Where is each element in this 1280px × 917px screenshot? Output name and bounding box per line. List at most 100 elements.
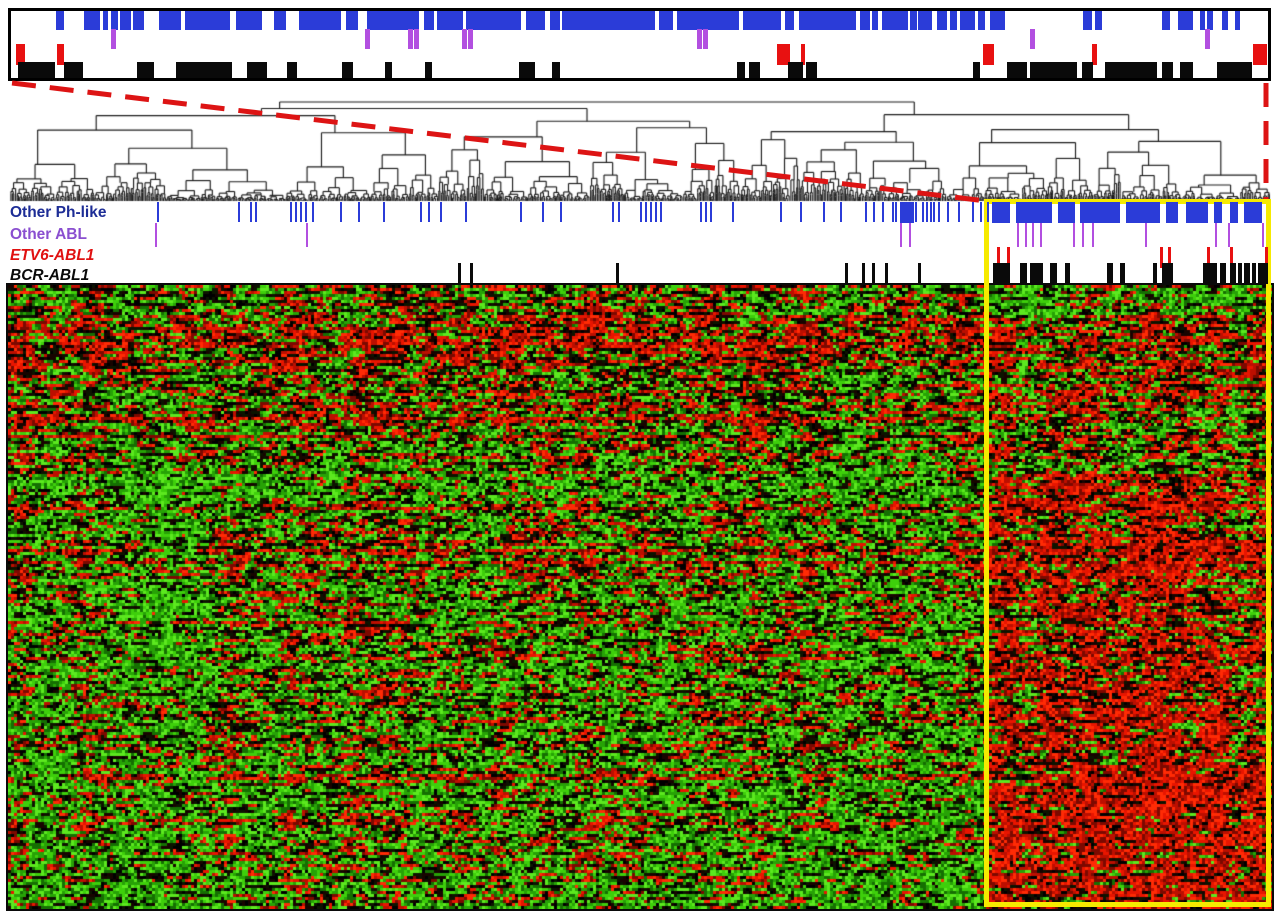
annotation-mark bbox=[542, 202, 544, 222]
annotation-mark bbox=[358, 202, 360, 222]
annotation-mark bbox=[1050, 263, 1057, 284]
annotation-mark bbox=[732, 202, 734, 222]
annotation-mark bbox=[618, 202, 620, 222]
annotation-mark bbox=[526, 11, 545, 30]
annotation-mark bbox=[645, 202, 647, 222]
annotation-mark bbox=[18, 62, 55, 78]
annotation-mark bbox=[926, 202, 928, 222]
annotation-mark bbox=[414, 29, 419, 49]
track-label-bcr-abl1: BCR-ABL1 bbox=[10, 267, 90, 284]
annotation-mark bbox=[885, 263, 888, 284]
annotation-mark bbox=[290, 202, 292, 222]
annotation-mark bbox=[1244, 263, 1250, 284]
annotation-mark bbox=[365, 29, 370, 49]
annotation-mark bbox=[1265, 247, 1268, 268]
annotation-mark bbox=[1030, 62, 1077, 78]
annotation-mark bbox=[425, 62, 432, 78]
annotation-mark bbox=[1262, 223, 1264, 247]
annotation-mark bbox=[616, 263, 619, 284]
annotation-mark bbox=[780, 202, 782, 222]
annotation-mark bbox=[346, 11, 358, 30]
annotation-mark bbox=[1030, 29, 1035, 49]
annotation-mark bbox=[990, 11, 1005, 30]
annotation-mark bbox=[650, 202, 652, 222]
annotation-mark bbox=[972, 202, 974, 222]
annotation-mark bbox=[700, 202, 702, 222]
annotation-mark bbox=[440, 202, 442, 222]
annotation-mark bbox=[305, 202, 307, 222]
annotation-mark bbox=[1058, 202, 1075, 223]
annotation-mark bbox=[860, 11, 870, 30]
annotation-mark bbox=[677, 11, 739, 30]
annotation-mark bbox=[1162, 11, 1170, 30]
annotation-mark bbox=[788, 62, 803, 78]
annotation-mark bbox=[823, 202, 825, 222]
annotation-mark bbox=[560, 202, 562, 222]
annotation-mark bbox=[385, 62, 392, 78]
annotation-mark bbox=[552, 62, 560, 78]
annotation-mark bbox=[873, 202, 875, 222]
annotation-mark bbox=[1162, 62, 1173, 78]
annotation-mark bbox=[1095, 11, 1102, 30]
annotation-mark bbox=[1105, 62, 1157, 78]
annotation-mark bbox=[1007, 62, 1027, 78]
annotation-mark bbox=[1200, 11, 1205, 30]
annotation-mark bbox=[806, 62, 817, 78]
annotation-mark bbox=[250, 202, 252, 222]
annotation-mark bbox=[1235, 11, 1240, 30]
annotation-mark bbox=[1214, 202, 1222, 223]
annotation-mark bbox=[1145, 223, 1147, 247]
annotation-mark bbox=[865, 202, 867, 222]
annotation-mark bbox=[978, 11, 985, 30]
annotation-mark bbox=[1162, 263, 1173, 284]
annotation-mark bbox=[176, 62, 232, 78]
annotation-mark bbox=[84, 11, 100, 30]
annotation-mark bbox=[155, 223, 157, 247]
annotation-mark bbox=[930, 202, 932, 222]
annotation-mark bbox=[799, 11, 856, 30]
annotation-mark bbox=[872, 11, 878, 30]
annotation-mark bbox=[703, 29, 708, 49]
annotation-mark bbox=[1166, 202, 1178, 223]
annotation-mark bbox=[993, 263, 1010, 284]
annotation-mark bbox=[340, 202, 342, 222]
annotation-mark bbox=[1082, 223, 1084, 247]
annotation-mark bbox=[1168, 247, 1171, 268]
annotation-mark bbox=[743, 11, 781, 30]
annotation-mark bbox=[910, 11, 917, 30]
annotation-mark bbox=[1083, 11, 1092, 30]
annotation-mark bbox=[520, 202, 522, 222]
annotation-mark bbox=[777, 44, 790, 65]
annotation-mark bbox=[470, 263, 473, 284]
annotation-mark bbox=[900, 202, 914, 223]
annotation-mark bbox=[1025, 223, 1027, 247]
annotation-mark bbox=[1016, 202, 1052, 223]
annotation-mark bbox=[428, 202, 430, 222]
annotation-mark bbox=[1228, 223, 1230, 247]
annotation-mark bbox=[1230, 263, 1236, 284]
annotation-mark bbox=[255, 202, 257, 222]
track-label-etv6-abl1: ETV6-ABL1 bbox=[10, 247, 95, 264]
annotation-mark bbox=[133, 11, 144, 30]
annotation-mark bbox=[915, 202, 917, 222]
annotation-mark bbox=[655, 202, 657, 222]
annotation-mark bbox=[57, 44, 64, 65]
annotation-mark bbox=[1153, 263, 1157, 284]
annotation-mark bbox=[274, 11, 286, 30]
annotation-mark bbox=[659, 11, 673, 30]
annotation-mark bbox=[287, 62, 297, 78]
expression-heatmap bbox=[6, 283, 1274, 911]
annotation-mark bbox=[937, 11, 947, 30]
annotation-mark bbox=[1222, 11, 1228, 30]
annotation-mark bbox=[185, 11, 230, 30]
annotation-mark bbox=[737, 62, 745, 78]
annotation-mark bbox=[1207, 247, 1210, 268]
annotation-mark bbox=[466, 11, 521, 30]
annotation-mark bbox=[367, 11, 419, 30]
annotation-mark bbox=[922, 202, 924, 222]
annotation-mark bbox=[1007, 247, 1010, 268]
annotation-mark bbox=[845, 263, 848, 284]
annotation-mark bbox=[1220, 263, 1226, 284]
annotation-mark bbox=[1230, 247, 1233, 268]
